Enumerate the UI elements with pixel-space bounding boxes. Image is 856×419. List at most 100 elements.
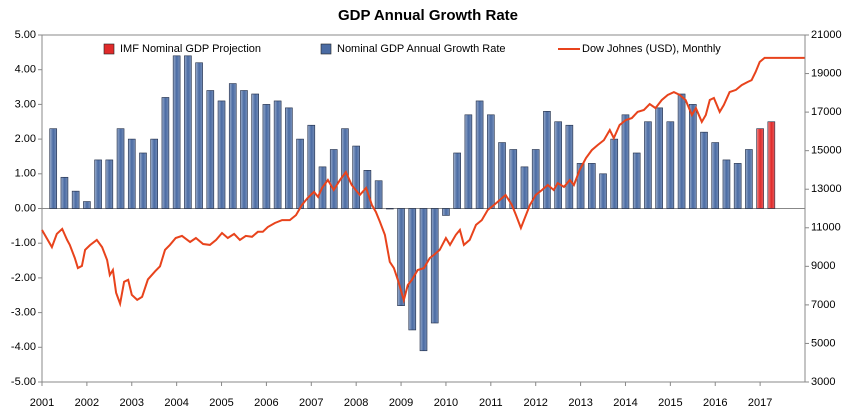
bar bbox=[273, 100, 282, 209]
y2-tick-label: 5000 bbox=[811, 337, 835, 349]
bar bbox=[722, 159, 731, 209]
legend-swatch bbox=[103, 43, 115, 55]
bar bbox=[285, 107, 293, 209]
y2-tick-label: 21000 bbox=[811, 29, 842, 41]
bar bbox=[531, 149, 540, 209]
bar bbox=[105, 159, 114, 209]
y-tick-label: -1.00 bbox=[11, 237, 36, 249]
y2-tick-label: 11000 bbox=[811, 222, 841, 234]
bar bbox=[161, 97, 170, 209]
x-tick-label: 2016 bbox=[703, 397, 727, 409]
y-tick-label: 4.00 bbox=[15, 64, 36, 76]
bar bbox=[352, 145, 360, 209]
x-tick-label: 2001 bbox=[30, 397, 54, 409]
bar bbox=[172, 55, 181, 209]
bar bbox=[127, 138, 136, 209]
y-tick-label: -5.00 bbox=[11, 376, 36, 388]
legend-label: Dow Johnes (USD), Monthly bbox=[582, 43, 721, 55]
bar bbox=[621, 114, 630, 209]
bar bbox=[240, 90, 248, 209]
x-tick-label: 2003 bbox=[120, 397, 144, 409]
bar bbox=[487, 114, 495, 209]
bar bbox=[475, 100, 484, 209]
bar bbox=[195, 62, 203, 209]
y2-tick-label: 13000 bbox=[811, 183, 842, 195]
bar bbox=[688, 104, 697, 209]
bar bbox=[498, 142, 506, 209]
bar bbox=[386, 208, 394, 210]
bar bbox=[60, 176, 69, 209]
y2-tick-label: 15000 bbox=[811, 145, 842, 157]
x-tick-label: 2005 bbox=[209, 397, 233, 409]
x-tick-label: 2012 bbox=[523, 397, 547, 409]
x-tick-label: 2013 bbox=[568, 397, 592, 409]
bar bbox=[554, 121, 562, 209]
bar bbox=[576, 163, 585, 209]
bar bbox=[83, 201, 91, 209]
bar bbox=[419, 208, 428, 352]
x-tick-label: 2007 bbox=[299, 397, 323, 409]
y-tick-label: -4.00 bbox=[11, 341, 36, 353]
bar bbox=[543, 111, 551, 209]
x-tick-label: 2008 bbox=[344, 397, 368, 409]
bar bbox=[397, 208, 405, 306]
bar bbox=[733, 163, 742, 209]
bar bbox=[442, 208, 450, 216]
bar bbox=[430, 208, 439, 324]
bar bbox=[745, 149, 753, 209]
bar bbox=[217, 100, 226, 209]
y2-tick-label: 19000 bbox=[811, 67, 842, 79]
bar bbox=[374, 180, 383, 209]
bar bbox=[296, 138, 304, 209]
bar bbox=[520, 166, 529, 209]
y-tick-label: 0.00 bbox=[15, 202, 36, 214]
bar bbox=[150, 138, 159, 209]
bar bbox=[677, 93, 686, 209]
bar bbox=[610, 138, 619, 209]
bar bbox=[94, 159, 102, 209]
x-tick-label: 2010 bbox=[434, 397, 458, 409]
bar bbox=[655, 107, 663, 209]
y-tick-label: -3.00 bbox=[11, 307, 36, 319]
bar bbox=[711, 142, 720, 209]
bar bbox=[341, 128, 349, 209]
bar bbox=[700, 131, 708, 209]
y-tick-label: 3.00 bbox=[15, 98, 36, 110]
bar bbox=[632, 152, 641, 209]
bar bbox=[767, 121, 776, 209]
x-tick-label: 2006 bbox=[254, 397, 278, 409]
bar bbox=[666, 121, 675, 209]
y2-tick-label: 9000 bbox=[811, 260, 835, 272]
y-tick-label: -2.00 bbox=[11, 272, 36, 284]
bar bbox=[588, 163, 596, 209]
bar bbox=[565, 124, 574, 209]
y-tick-label: 5.00 bbox=[15, 29, 36, 41]
legend-label: Nominal GDP Annual Growth Rate bbox=[337, 43, 506, 55]
x-tick-label: 2017 bbox=[748, 397, 772, 409]
y2-tick-label: 3000 bbox=[811, 376, 835, 388]
bar bbox=[228, 83, 237, 209]
bar bbox=[599, 173, 607, 209]
x-tick-label: 2004 bbox=[164, 397, 188, 409]
bar bbox=[116, 128, 125, 209]
bar bbox=[139, 152, 147, 209]
bar bbox=[509, 149, 518, 209]
bar bbox=[184, 55, 192, 209]
chart-title: GDP Annual Growth Rate bbox=[338, 7, 518, 24]
bar bbox=[307, 124, 316, 209]
y2-tick-label: 7000 bbox=[811, 299, 835, 311]
x-tick-label: 2011 bbox=[479, 397, 503, 409]
bar bbox=[206, 90, 215, 209]
bar bbox=[453, 152, 461, 209]
x-tick-label: 2002 bbox=[75, 397, 99, 409]
bar bbox=[71, 190, 80, 209]
bar bbox=[644, 121, 652, 209]
y-tick-label: 2.00 bbox=[15, 133, 36, 145]
x-tick-label: 2014 bbox=[613, 397, 637, 409]
line bbox=[41, 56, 805, 308]
bar bbox=[262, 104, 271, 209]
bar bbox=[408, 208, 417, 331]
bar bbox=[251, 93, 259, 209]
